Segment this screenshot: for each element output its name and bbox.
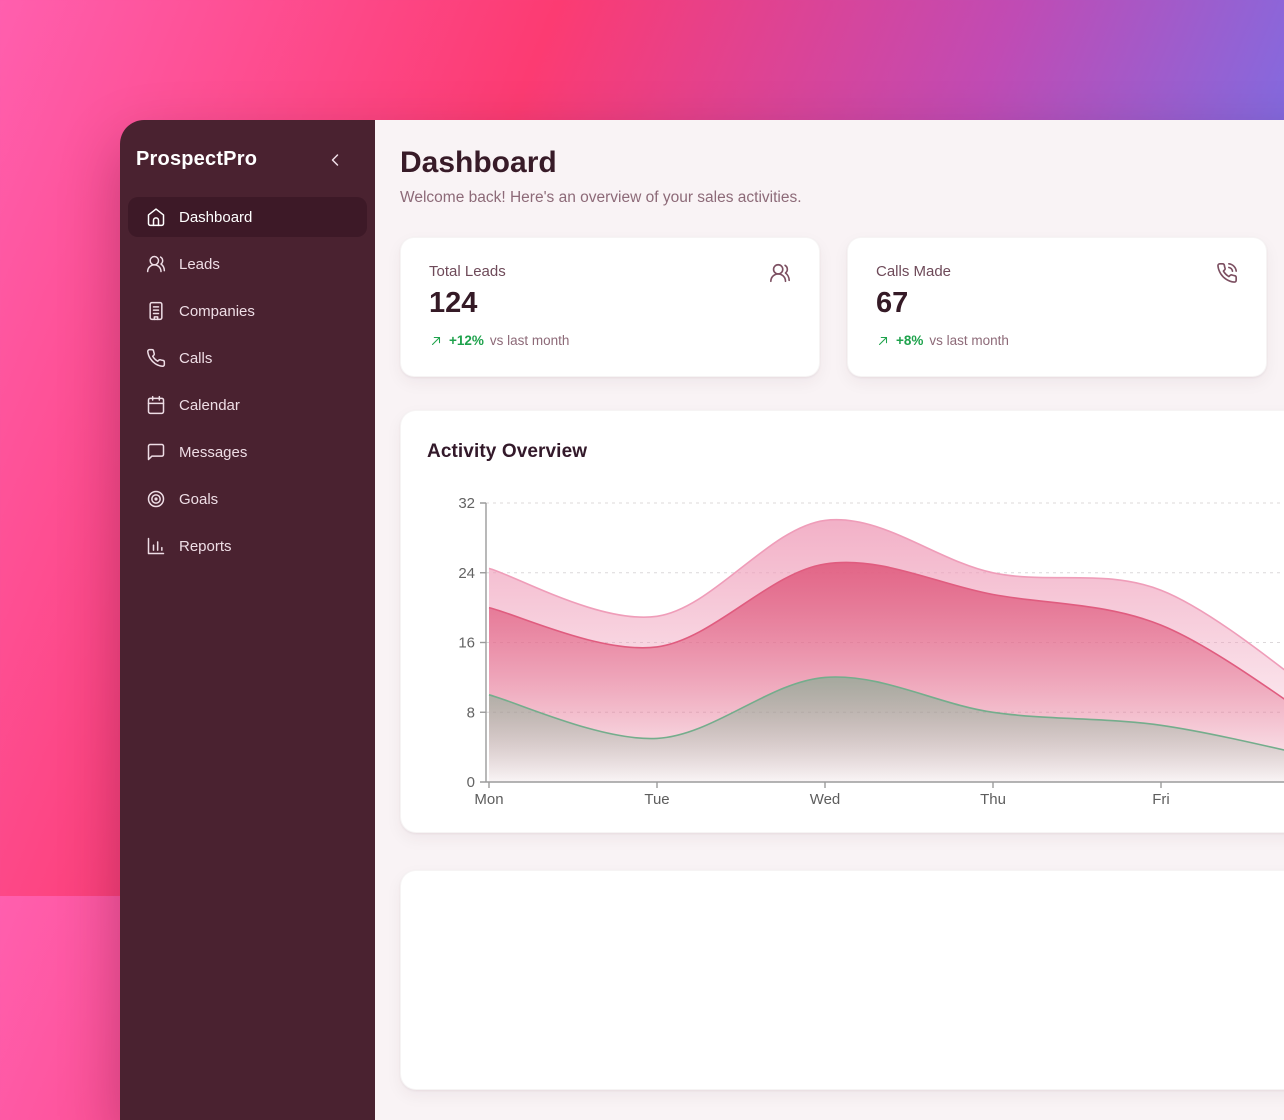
users-icon xyxy=(769,262,791,284)
main-content: Dashboard Welcome back! Here's an overvi… xyxy=(375,120,1284,1120)
bar-chart-icon xyxy=(146,536,166,556)
page-title: Dashboard xyxy=(400,146,557,179)
sidebar-item-reports[interactable]: Reports xyxy=(128,526,367,566)
stat-label: Total Leads xyxy=(429,263,506,280)
stat-card-calls-made: Calls Made 67 +8% vs last month xyxy=(847,237,1267,377)
area-green-band xyxy=(489,676,1284,782)
x-tick-label: Wed xyxy=(810,791,841,808)
line-light-pink-band xyxy=(488,518,1284,671)
y-tick-label: 0 xyxy=(467,774,475,791)
sidebar-collapse-button[interactable] xyxy=(325,150,345,170)
sidebar-header: ProspectPro xyxy=(120,148,375,171)
phone-icon xyxy=(146,348,166,368)
sidebar-item-leads[interactable]: Leads xyxy=(128,244,367,284)
line-green-band xyxy=(488,676,1284,751)
sidebar-item-goals[interactable]: Goals xyxy=(128,479,367,519)
building-icon xyxy=(146,301,166,321)
app-window: ProspectPro Dashboard Leads Companies Ca… xyxy=(120,120,1284,1120)
calendar-icon xyxy=(146,395,166,415)
arrow-up-right-icon xyxy=(429,334,443,348)
stat-value: 124 xyxy=(429,287,478,319)
y-tick-label: 8 xyxy=(467,704,475,721)
x-tick-label: Fri xyxy=(1152,791,1170,808)
page-subtitle: Welcome back! Here's an overview of your… xyxy=(400,189,802,206)
chevron-left-icon xyxy=(325,150,345,170)
sidebar-item-dashboard[interactable]: Dashboard xyxy=(128,197,367,237)
sidebar: ProspectPro Dashboard Leads Companies Ca… xyxy=(120,120,375,1120)
partial-bottom-card xyxy=(400,870,1284,1090)
sidebar-item-messages[interactable]: Messages xyxy=(128,432,367,472)
sidebar-item-companies[interactable]: Companies xyxy=(128,291,367,331)
x-tick-label: Tue xyxy=(644,791,669,808)
activity-chart-svg: 0 8 16 24 32 Mon Tue Wed Thu Fri xyxy=(458,495,1284,808)
sidebar-item-calls[interactable]: Calls xyxy=(128,338,367,378)
chart-title: Activity Overview xyxy=(427,441,588,462)
brand-logo: ProspectPro xyxy=(136,148,258,170)
stat-value: 67 xyxy=(876,287,909,319)
y-tick-label: 16 xyxy=(458,635,475,652)
stat-change-note: vs last month xyxy=(929,333,1009,348)
y-tick-label: 32 xyxy=(458,495,475,512)
home-icon xyxy=(146,207,166,227)
stat-label: Calls Made xyxy=(876,263,952,280)
sidebar-item-calendar[interactable]: Calendar xyxy=(128,385,367,425)
phone-call-icon xyxy=(1216,262,1238,284)
target-icon xyxy=(146,489,166,509)
users-icon xyxy=(146,254,166,274)
stat-change-percent: +12% xyxy=(449,333,484,348)
stat-change-note: vs last month xyxy=(489,333,570,348)
message-square-icon xyxy=(146,442,166,462)
stat-change-percent: +8% xyxy=(896,333,924,348)
activity-chart-card: Activity Overview 0 8 16 24 32 Mon Tue Wed Thu Fr… xyxy=(400,410,1284,833)
sidebar-nav: Dashboard Leads Companies Calls Calendar xyxy=(120,197,375,566)
arrow-up-right-icon xyxy=(876,334,890,348)
stat-card-total-leads: Total Leads 124 +12% vs last month xyxy=(400,237,820,377)
line-rose-band xyxy=(488,561,1284,700)
y-tick-label: 24 xyxy=(458,565,475,582)
stats-grid: Total Leads 124 +12% vs last month Calls … xyxy=(400,237,1284,377)
x-tick-label: Thu xyxy=(980,791,1006,808)
x-tick-label: Mon xyxy=(474,791,503,808)
